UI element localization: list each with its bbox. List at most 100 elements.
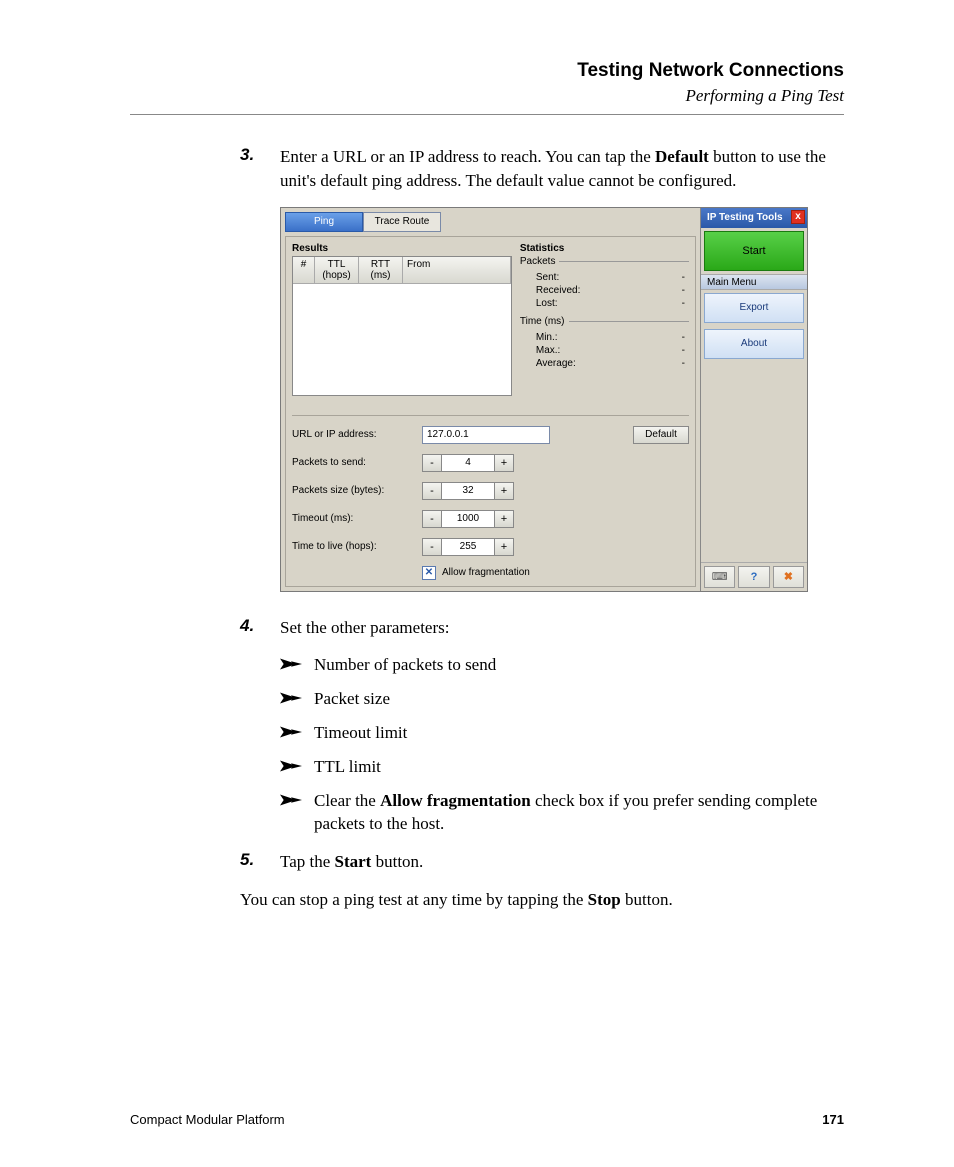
recv-label: Received: [536, 285, 580, 296]
ttl-h1: TTL [328, 259, 346, 270]
url-input[interactable] [422, 426, 550, 444]
ttl-plus-button[interactable]: + [494, 538, 514, 556]
page-header-title: Testing Network Connections [130, 60, 844, 82]
sub-item-4: TTL limit [280, 755, 844, 779]
ping-tool-main: Ping Trace Route Results # TTL(hops) RTT… [281, 208, 701, 591]
step-5-bold: Start [335, 852, 372, 871]
packets-plus-button[interactable]: + [494, 454, 514, 472]
step-3: 3. Enter a URL or an IP address to reach… [240, 145, 844, 193]
timeout-minus-button[interactable]: - [422, 510, 442, 528]
sub5-bold: Allow fragmentation [380, 791, 531, 810]
statistics-label: Statistics [520, 243, 689, 254]
step-4: 4. Set the other parameters: [240, 616, 844, 640]
packets-label: Packets to send: [292, 457, 422, 468]
arrow-icon [280, 653, 314, 677]
recv-val: - [682, 285, 685, 296]
results-label: Results [292, 243, 512, 254]
size-value[interactable]: 32 [442, 482, 494, 500]
timeout-plus-button[interactable]: + [494, 510, 514, 528]
ping-tool-sidebar: IP Testing Tools x Start Main Menu Expor… [701, 208, 807, 591]
allow-fragmentation-label: Allow fragmentation [442, 567, 530, 578]
rtt-h1: RTT [371, 259, 390, 270]
export-button[interactable]: Export [704, 293, 804, 323]
min-label: Min.: [536, 332, 558, 343]
sub-item-3: Timeout limit [280, 721, 844, 745]
step-5-text-b: button. [371, 852, 423, 871]
sidebar-title: IP Testing Tools x [701, 208, 807, 228]
size-plus-button[interactable]: + [494, 482, 514, 500]
arrow-icon [280, 755, 314, 779]
results-col-from: From [403, 257, 511, 283]
header-rule [130, 114, 844, 115]
ttl-stepper: - 255 + [422, 538, 514, 556]
avg-label: Average: [536, 358, 576, 369]
step-5: 5. Tap the Start button. [240, 850, 844, 874]
results-col-rtt: RTT(ms) [359, 257, 403, 283]
size-minus-button[interactable]: - [422, 482, 442, 500]
sub-item-5: Clear the Allow fragmentation check box … [280, 789, 844, 837]
sub-item-2: Packet size [280, 687, 844, 711]
close-button[interactable]: x [791, 210, 805, 224]
rtt-h2: (ms) [371, 270, 391, 281]
ttl-minus-button[interactable]: - [422, 538, 442, 556]
footer-page-number: 171 [822, 1112, 844, 1127]
packets-legend: Packets [520, 256, 556, 267]
default-button[interactable]: Default [633, 426, 689, 444]
sub5-a: Clear the [314, 791, 380, 810]
step-4-body: Set the other parameters: [280, 616, 449, 640]
main-menu-label: Main Menu [701, 274, 807, 290]
url-label: URL or IP address: [292, 429, 422, 440]
max-label: Max.: [536, 345, 560, 356]
footer-left: Compact Modular Platform [130, 1112, 285, 1127]
start-button[interactable]: Start [704, 231, 804, 271]
step-4-number: 4. [240, 616, 280, 640]
page-header-subtitle: Performing a Ping Test [130, 86, 844, 106]
sidebar-title-text: IP Testing Tools [707, 212, 783, 223]
step-3-bold: Default [655, 147, 709, 166]
step-3-text-a: Enter a URL or an IP address to reach. Y… [280, 147, 655, 166]
arrow-icon [280, 687, 314, 711]
timeout-label: Timeout (ms): [292, 513, 422, 524]
sub-item-1-text: Number of packets to send [314, 653, 496, 677]
sub-item-1: Number of packets to send [280, 653, 844, 677]
sub-item-2-text: Packet size [314, 687, 390, 711]
step-3-number: 3. [240, 145, 280, 193]
time-legend: Time (ms) [520, 316, 565, 327]
size-label: Packets size (bytes): [292, 485, 422, 496]
timeout-value[interactable]: 1000 [442, 510, 494, 528]
arrow-icon [280, 721, 314, 745]
max-val: - [682, 345, 685, 356]
step-3-body: Enter a URL or an IP address to reach. Y… [280, 145, 844, 193]
ttl-h2: (hops) [322, 270, 350, 281]
arrow-icon [280, 789, 314, 837]
keyboard-icon[interactable]: ⌨ [704, 566, 735, 588]
min-val: - [682, 332, 685, 343]
exit-icon[interactable]: ✖ [773, 566, 804, 588]
ttl-label: Time to live (hops): [292, 541, 422, 552]
help-icon[interactable]: ? [738, 566, 769, 588]
ping-tool-window: Ping Trace Route Results # TTL(hops) RTT… [280, 207, 808, 592]
about-button[interactable]: About [704, 329, 804, 359]
sent-val: - [682, 272, 685, 283]
ttl-value[interactable]: 255 [442, 538, 494, 556]
stop-b: button. [621, 890, 673, 909]
timeout-stepper: - 1000 + [422, 510, 514, 528]
step-5-body: Tap the Start button. [280, 850, 423, 874]
stop-a: You can stop a ping test at any time by … [240, 890, 588, 909]
sub-item-5-text: Clear the Allow fragmentation check box … [314, 789, 844, 837]
step-5-text-a: Tap the [280, 852, 335, 871]
packets-minus-button[interactable]: - [422, 454, 442, 472]
allow-fragmentation-checkbox[interactable]: ✕ [422, 566, 436, 580]
sent-label: Sent: [536, 272, 559, 283]
stop-bold: Stop [588, 890, 621, 909]
tab-ping[interactable]: Ping [285, 212, 363, 232]
results-table: # TTL(hops) RTT(ms) From [292, 256, 512, 396]
results-col-num: # [293, 257, 315, 283]
sub-item-3-text: Timeout limit [314, 721, 407, 745]
tab-trace-route[interactable]: Trace Route [363, 212, 441, 232]
packets-value[interactable]: 4 [442, 454, 494, 472]
stop-paragraph: You can stop a ping test at any time by … [240, 888, 844, 912]
results-col-ttl: TTL(hops) [315, 257, 359, 283]
lost-val: - [682, 298, 685, 309]
sub-item-4-text: TTL limit [314, 755, 381, 779]
